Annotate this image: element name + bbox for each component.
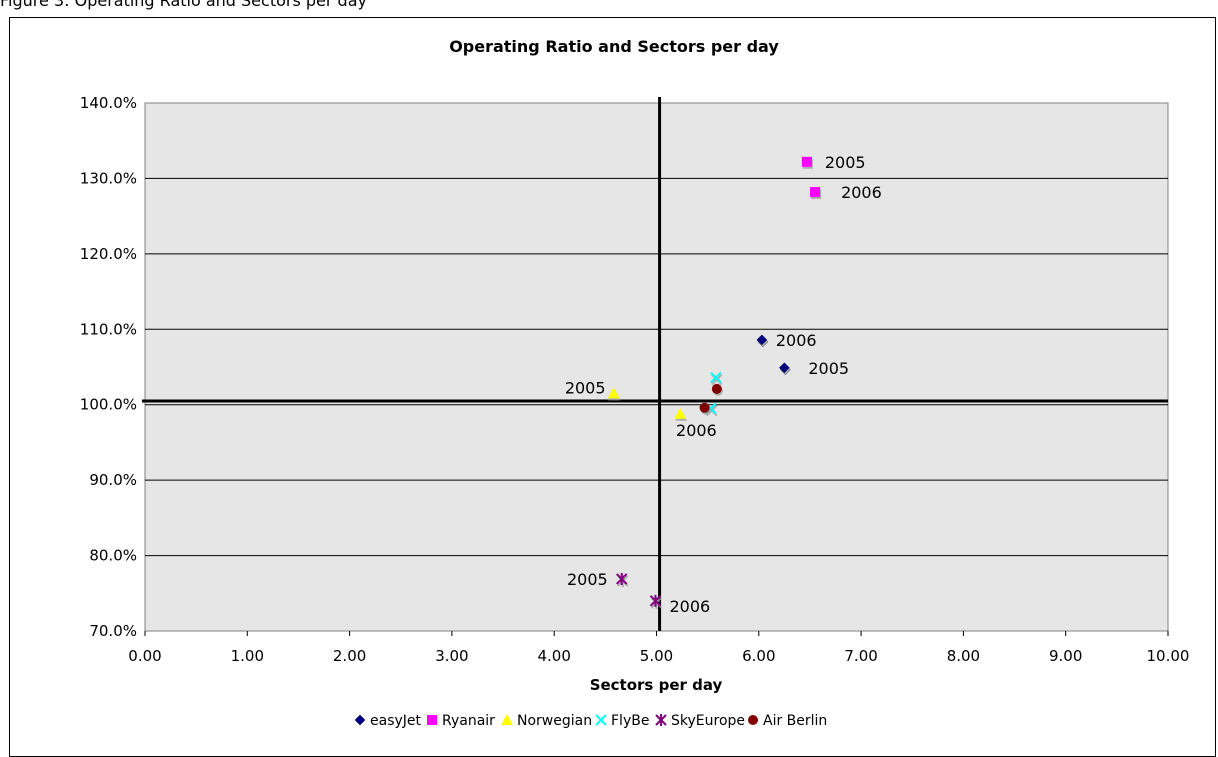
x-tick-label: 0.00 xyxy=(128,647,161,665)
marker-easyjet xyxy=(756,334,768,346)
marker-easyjet xyxy=(779,362,790,374)
legend-item-skyeurope: SkyEurope xyxy=(655,713,745,729)
marker-air-berlin xyxy=(699,402,710,413)
tick-labels: 70.0% 80.0% 90.0% 100.0% 110.0% 120.0% 130.0% 1… xyxy=(80,94,1190,665)
legend-label: Norwegian xyxy=(517,713,592,729)
point-labels: 2005 2006 2005 2006 2005 2006 2005 2006 xyxy=(565,153,882,616)
marker-skyeurope xyxy=(616,572,628,585)
marker-skyeurope xyxy=(649,594,662,607)
y-tick-label: 70.0% xyxy=(89,622,137,640)
marker-norwegian xyxy=(607,387,620,399)
chart-title: Operating Ratio and Sectors per day xyxy=(449,37,779,56)
marker-norwegian xyxy=(674,407,687,419)
x-tick-label: 4.00 xyxy=(537,647,570,665)
point-label: 2006 xyxy=(776,331,817,350)
point-label: 2006 xyxy=(676,421,717,440)
x-tick-label: 8.00 xyxy=(947,647,980,665)
y-tick-label: 120.0% xyxy=(80,245,137,263)
legend-label: SkyEurope xyxy=(671,713,745,729)
data-markers xyxy=(607,156,822,609)
legend-marker xyxy=(595,714,607,726)
x-tick-label: 3.00 xyxy=(435,647,468,665)
figure-caption: Figure 3: Operating Ratio and Sectors pe… xyxy=(0,0,367,10)
x-tick-label: 10.00 xyxy=(1147,647,1190,665)
y-tick-label: 100.0% xyxy=(80,396,137,414)
legend-marker xyxy=(501,714,513,725)
x-tick-label: 9.00 xyxy=(1049,647,1082,665)
legend-label: Air Berlin xyxy=(763,713,827,729)
x-axis-label: Sectors per day xyxy=(590,676,723,694)
legend-marker xyxy=(427,715,437,725)
reference-lines xyxy=(142,97,1168,631)
plot-area xyxy=(144,102,1169,632)
x-tick-label: 1.00 xyxy=(231,647,264,665)
marker-air-berlin xyxy=(711,383,722,394)
legend-item-flybe: FlyBe xyxy=(595,713,649,729)
point-label: 2005 xyxy=(565,378,606,397)
legend: easyJet Ryanair Norwegian FlyBe SkyEurope Air… xyxy=(354,713,827,729)
point-label: 2005 xyxy=(825,153,866,172)
legend-marker xyxy=(354,714,366,726)
point-label: 2006 xyxy=(841,183,882,202)
gridlines xyxy=(144,177,1169,636)
legend-label: FlyBe xyxy=(611,713,649,729)
legend-marker xyxy=(748,715,758,725)
point-label: 2006 xyxy=(669,597,710,616)
y-tick-label: 130.0% xyxy=(80,169,137,187)
x-tick-label: 2.00 xyxy=(333,647,366,665)
y-tick-label: 90.0% xyxy=(89,471,137,489)
legend-item-easyjet: easyJet xyxy=(354,713,422,729)
legend-marker xyxy=(655,714,667,726)
point-label: 2005 xyxy=(567,570,608,589)
y-tick-label: 80.0% xyxy=(89,547,137,565)
marker-ryanair xyxy=(810,187,821,198)
y-tick-label: 140.0% xyxy=(80,94,137,112)
legend-label: Ryanair xyxy=(442,713,495,729)
legend-item-ryanair: Ryanair xyxy=(427,713,495,729)
legend-item-air-berlin: Air Berlin xyxy=(748,713,827,729)
x-tick-label: 6.00 xyxy=(742,647,775,665)
x-tick-label: 5.00 xyxy=(640,647,673,665)
point-label: 2005 xyxy=(808,359,849,378)
legend-item-norwegian: Norwegian xyxy=(501,713,592,729)
marker-flybe xyxy=(710,371,722,384)
marker-ryanair xyxy=(801,156,812,167)
y-tick-label: 110.0% xyxy=(80,320,137,338)
x-tick-label: 7.00 xyxy=(844,647,877,665)
legend-label: easyJet xyxy=(370,713,422,729)
